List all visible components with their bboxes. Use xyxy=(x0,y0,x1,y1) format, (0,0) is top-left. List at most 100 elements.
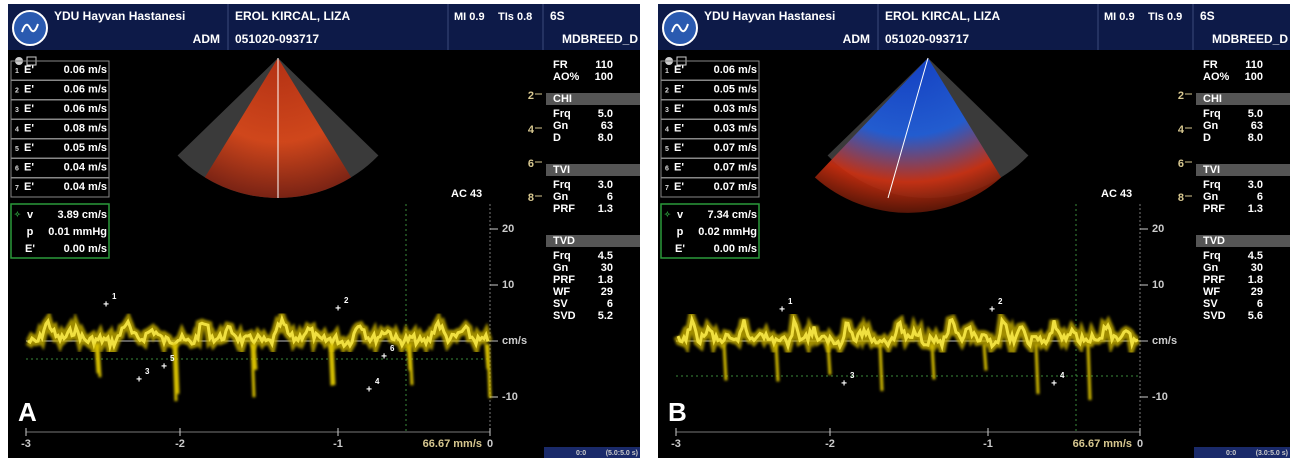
panel-letter: B xyxy=(668,397,687,427)
measurement-index: 5 xyxy=(15,146,19,153)
depth-tick-label: 2 xyxy=(1178,90,1184,102)
param-label: FR xyxy=(1203,59,1218,71)
velocity-unit: cm/s xyxy=(1152,335,1177,347)
param-value: 5.6 xyxy=(1248,310,1263,322)
screen: YDU Hayvan HastanesiADMEROL KIRCAL, LIZA… xyxy=(0,0,1290,462)
velocity-tick-label: 20 xyxy=(1152,223,1164,235)
velocity-tick-label: 10 xyxy=(1152,279,1164,291)
measurement-index: 5 xyxy=(665,146,669,153)
operator: ADM xyxy=(843,32,870,46)
param-label: Frq xyxy=(1203,250,1221,262)
param-label: AO% xyxy=(1203,71,1230,83)
footer-frame: 0:0 xyxy=(1226,450,1236,457)
measurement-value: 0.03 m/s xyxy=(714,122,757,134)
param-label: SVD xyxy=(553,310,576,322)
cursor-value: 0.02 mmHg xyxy=(698,226,757,238)
section-title: TVI xyxy=(553,164,570,176)
measurement-index: 6 xyxy=(665,165,669,172)
panel: YDU Hayvan HastanesiADMEROL KIRCAL, LIZA… xyxy=(658,4,1290,458)
beat-marker: + xyxy=(136,375,142,386)
param-label: Gn xyxy=(553,262,569,274)
param-label: SV xyxy=(553,298,568,310)
measurement-name: E' xyxy=(24,142,34,154)
measurement-value: 0.06 m/s xyxy=(64,103,107,115)
param-value: 3.0 xyxy=(598,179,613,191)
beat-marker-label: 4 xyxy=(1060,371,1065,380)
beat-marker-label: 3 xyxy=(145,367,150,376)
param-value: 4.5 xyxy=(598,250,613,262)
measurement-index: 3 xyxy=(665,107,669,114)
beat-marker: + xyxy=(1051,379,1057,390)
param-label: PRF xyxy=(553,203,575,215)
param-label: WF xyxy=(553,286,570,298)
beat-marker-label: 1 xyxy=(112,292,117,301)
depth-tick-label: 4 xyxy=(528,124,535,136)
section-title: TVI xyxy=(1203,164,1220,176)
param-value: 63 xyxy=(601,120,613,132)
velocity-tick-label: 10 xyxy=(502,279,514,291)
time-tick-label: -2 xyxy=(825,438,835,450)
measurement-index: 7 xyxy=(15,185,19,192)
cursor-icon: ✧ xyxy=(664,210,671,219)
param-value: 29 xyxy=(1251,286,1263,298)
beat-marker-label: 3 xyxy=(850,371,855,380)
param-value: 110 xyxy=(595,59,613,71)
cursor-name: v xyxy=(27,209,34,221)
depth-tick-label: 6 xyxy=(528,158,534,170)
measurement-name: E' xyxy=(674,142,684,154)
param-value: 6 xyxy=(1257,298,1263,310)
measurement-index: 7 xyxy=(665,185,669,192)
beat-marker-label: 5 xyxy=(170,354,175,363)
measurement-index: 6 xyxy=(15,165,19,172)
param-value: 8.0 xyxy=(598,132,613,144)
param-label: Frq xyxy=(1203,179,1221,191)
beat-marker: + xyxy=(103,300,109,311)
measurement-value: 0.08 m/s xyxy=(64,122,107,134)
measurement-name: E' xyxy=(24,83,34,95)
param-value: 5.0 xyxy=(598,108,613,120)
hospital: YDU Hayvan Hastanesi xyxy=(54,9,185,23)
cursor-value: 0.00 m/s xyxy=(64,243,107,255)
cursor-value: 0.00 m/s xyxy=(714,243,757,255)
param-value: 100 xyxy=(1245,71,1263,83)
patient-id: 051020-093717 xyxy=(885,32,969,46)
time-tick-label: -3 xyxy=(21,438,31,450)
velocity-unit: cm/s xyxy=(502,335,527,347)
param-value: 1.8 xyxy=(598,274,613,286)
footer-range: (5.0:5.0 s) xyxy=(606,450,638,457)
param-label: Gn xyxy=(553,120,569,132)
measurement-value: 0.07 m/s xyxy=(714,161,757,173)
measurement-value: 0.06 m/s xyxy=(714,64,757,76)
param-label: D xyxy=(1203,132,1211,144)
beat-marker: + xyxy=(366,385,372,396)
measurement-value: 0.07 m/s xyxy=(714,142,757,154)
measurement-value: 0.05 m/s xyxy=(64,142,107,154)
param-label: Gn xyxy=(553,191,569,203)
beat-marker: + xyxy=(381,352,387,363)
param-label: AO% xyxy=(553,71,580,83)
param-label: Frq xyxy=(553,250,571,262)
time-tick-label: 0 xyxy=(487,438,493,450)
depth-tick-label: 2 xyxy=(528,90,534,102)
param-value: 1.3 xyxy=(1248,203,1263,215)
hospital: YDU Hayvan Hastanesi xyxy=(704,9,835,23)
section-title: CHI xyxy=(553,93,572,105)
cursor-name: p xyxy=(27,226,34,238)
measurement-name: E' xyxy=(24,122,34,134)
depth-tick-label: 8 xyxy=(1178,192,1184,204)
param-value: 5.0 xyxy=(1248,108,1263,120)
panel-letter: A xyxy=(18,397,37,427)
mi: MI 0.9 xyxy=(454,11,485,23)
param-label: PRF xyxy=(1203,203,1225,215)
probe: 6S xyxy=(550,9,565,23)
beat-marker: + xyxy=(841,379,847,390)
measurement-name: E' xyxy=(24,161,34,173)
measurement-index: 2 xyxy=(15,87,19,94)
cursor-icon: ✧ xyxy=(14,210,21,219)
param-label: Gn xyxy=(1203,262,1219,274)
time-tick-label: -1 xyxy=(333,438,343,450)
measurement-value: 0.05 m/s xyxy=(714,83,757,95)
param-label: PRF xyxy=(553,274,575,286)
param-value: 6 xyxy=(607,191,613,203)
param-value: 30 xyxy=(1251,262,1263,274)
